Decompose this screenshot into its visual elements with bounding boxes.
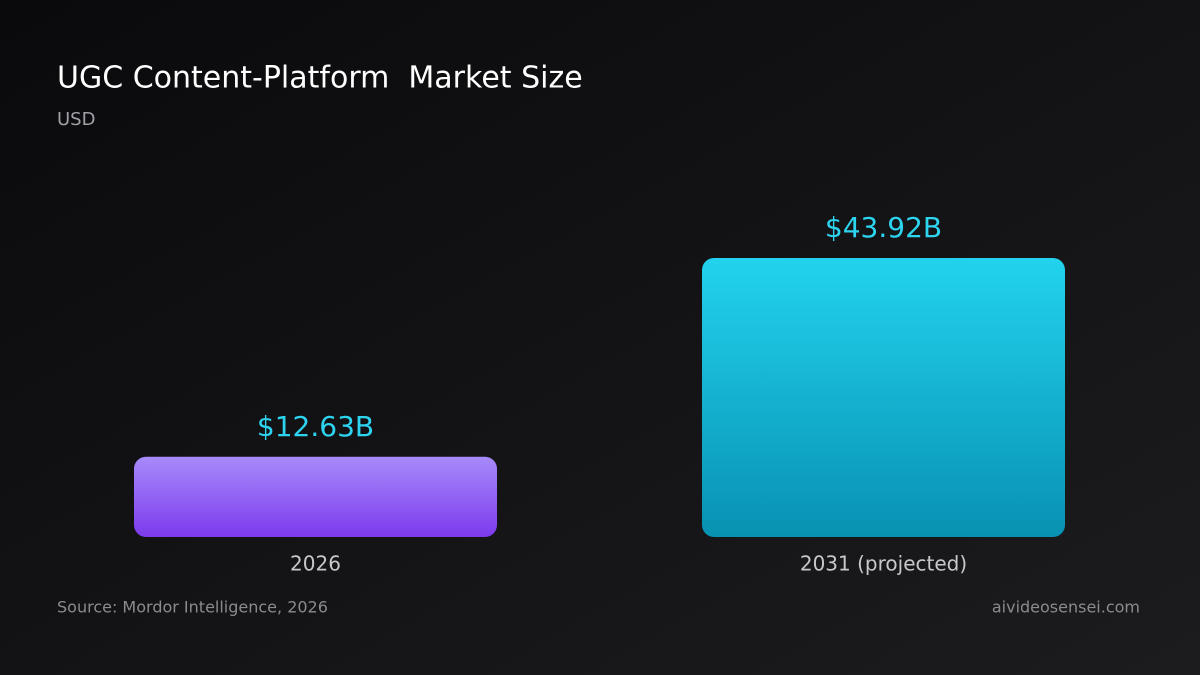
bar xyxy=(702,258,1065,537)
x-tick-label: 2031 (projected) xyxy=(800,552,967,576)
value-label: $12.63B xyxy=(257,410,374,443)
watermark: aivideosensei.com xyxy=(992,598,1140,617)
chart-title: UGC Content-Platform Market Size xyxy=(57,61,583,96)
chart-subtitle: USD xyxy=(57,109,95,130)
x-tick-label: 2026 xyxy=(290,552,341,576)
bar xyxy=(134,456,497,537)
value-label: $43.92B xyxy=(825,211,942,244)
source-note: Source: Mordor Intelligence, 2026 xyxy=(57,598,328,617)
